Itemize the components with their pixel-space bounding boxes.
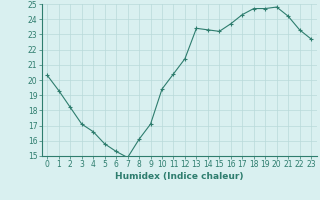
X-axis label: Humidex (Indice chaleur): Humidex (Indice chaleur) bbox=[115, 172, 244, 181]
